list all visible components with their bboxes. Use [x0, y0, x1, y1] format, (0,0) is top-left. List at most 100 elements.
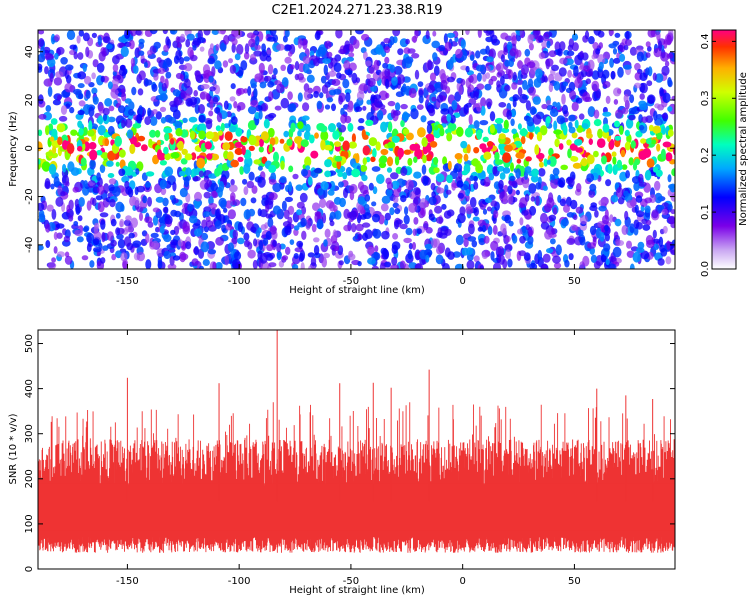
heatmap-cell — [664, 60, 670, 67]
heatmap-cell — [447, 160, 452, 170]
heatmap-cell — [629, 46, 637, 56]
heatmap-cell — [327, 189, 335, 196]
heatmap-cell — [473, 181, 479, 190]
heatmap-cell — [314, 31, 321, 41]
heatmap-cell — [629, 94, 635, 104]
heatmap-cell — [361, 222, 371, 228]
heatmap-cell — [144, 116, 151, 126]
heatmap-cell — [45, 240, 51, 248]
heatmap-cell — [324, 170, 331, 178]
heatmap-cell — [268, 262, 277, 268]
heatmap-cell — [598, 61, 604, 70]
heatmap-cell — [175, 36, 180, 44]
heatmap-cell — [223, 100, 229, 110]
heatmap-cell — [445, 189, 452, 195]
heatmap-cell — [588, 36, 595, 45]
heatmap-cell — [294, 61, 300, 71]
heatmap-cell — [598, 42, 603, 49]
heatmap-cell — [644, 205, 651, 213]
heatmap-cell — [465, 194, 470, 202]
heatmap-cell — [175, 128, 183, 137]
heatmap-cell — [101, 50, 107, 57]
heatmap-cell — [142, 195, 148, 204]
heatmap-cell — [337, 171, 344, 177]
heatmap-cell — [492, 166, 498, 175]
heatmap-cell — [228, 125, 237, 133]
heatmap-cell — [375, 44, 384, 55]
heatmap-cell — [629, 263, 635, 269]
heatmap-cell — [637, 241, 645, 250]
heatmap-cell — [324, 228, 331, 238]
heatmap-cell — [466, 144, 471, 154]
heatmap-cell — [183, 56, 190, 62]
heatmap-cell — [229, 64, 237, 74]
heatmap-cell — [583, 65, 590, 72]
heatmap-cell — [317, 187, 324, 196]
heatmap-cell — [505, 249, 511, 259]
heatmap-cell — [653, 47, 662, 58]
heatmap-cell — [482, 224, 486, 233]
heatmap-cell — [258, 110, 263, 120]
heatmap-cell — [69, 44, 77, 50]
heatmap-cell — [234, 147, 244, 156]
heatmap-cell — [366, 73, 371, 79]
heatmap-cell — [610, 70, 616, 80]
heatmap-cell — [160, 117, 167, 124]
heatmap-cell — [543, 158, 548, 167]
heatmap-cell — [195, 70, 202, 82]
heatmap-cell — [438, 232, 448, 239]
heatmap-cell — [418, 89, 424, 98]
heatmap-cell — [644, 197, 653, 204]
heatmap-cell — [323, 64, 328, 76]
heatmap-cell — [83, 126, 88, 136]
heatmap-cell — [460, 39, 466, 49]
snr-x-tick-label: -100 — [228, 576, 251, 587]
heatmap-cell — [97, 125, 106, 136]
heatmap-cell — [334, 155, 343, 162]
heatmap-cell — [512, 71, 517, 81]
heatmap-cell — [617, 197, 625, 205]
heatmap-cell — [360, 164, 368, 172]
heatmap-x-axis-label: Height of straight line (km) — [289, 285, 425, 296]
heatmap-cell — [239, 166, 244, 175]
heatmap-cell — [362, 157, 367, 166]
heatmap-cell — [568, 253, 574, 261]
heatmap-cell — [384, 46, 391, 54]
heatmap-cell — [425, 227, 433, 234]
heatmap-cell — [519, 30, 525, 39]
heatmap-cell — [77, 109, 85, 116]
heatmap-cell — [566, 238, 576, 245]
heatmap-cell — [489, 124, 495, 134]
heatmap-cell — [485, 72, 491, 79]
heatmap-cell — [224, 255, 230, 266]
heatmap-cell — [667, 204, 673, 211]
heatmap-cell — [519, 93, 528, 104]
heatmap-cell — [552, 167, 560, 176]
heatmap-cell — [408, 202, 417, 213]
heatmap-cell — [473, 175, 478, 182]
heatmap-cell — [535, 30, 541, 36]
heatmap-cell — [456, 180, 464, 188]
heatmap-cell — [349, 210, 357, 221]
heatmap-cell — [464, 127, 473, 138]
heatmap-cell — [633, 226, 639, 236]
heatmap-cell — [413, 171, 422, 179]
heatmap-y-tick-label: 40 — [24, 45, 35, 58]
heatmap-cell — [193, 90, 198, 97]
heatmap-cell — [394, 155, 400, 166]
heatmap-cell — [215, 125, 221, 132]
colorbar-tick-label: 0.1 — [700, 204, 711, 220]
heatmap-cell — [502, 196, 507, 205]
heatmap-cell — [346, 56, 355, 62]
heatmap-cell — [399, 260, 406, 269]
heatmap-cell — [558, 143, 564, 150]
heatmap-cell — [614, 140, 621, 148]
heatmap-cell — [645, 52, 651, 58]
heatmap-cell — [660, 148, 666, 160]
heatmap-cell — [228, 184, 238, 193]
heatmap-cell — [322, 212, 327, 224]
heatmap-cell — [541, 103, 548, 110]
heatmap-cell — [212, 261, 217, 269]
heatmap-cell — [77, 215, 83, 222]
heatmap-cell — [562, 81, 569, 87]
